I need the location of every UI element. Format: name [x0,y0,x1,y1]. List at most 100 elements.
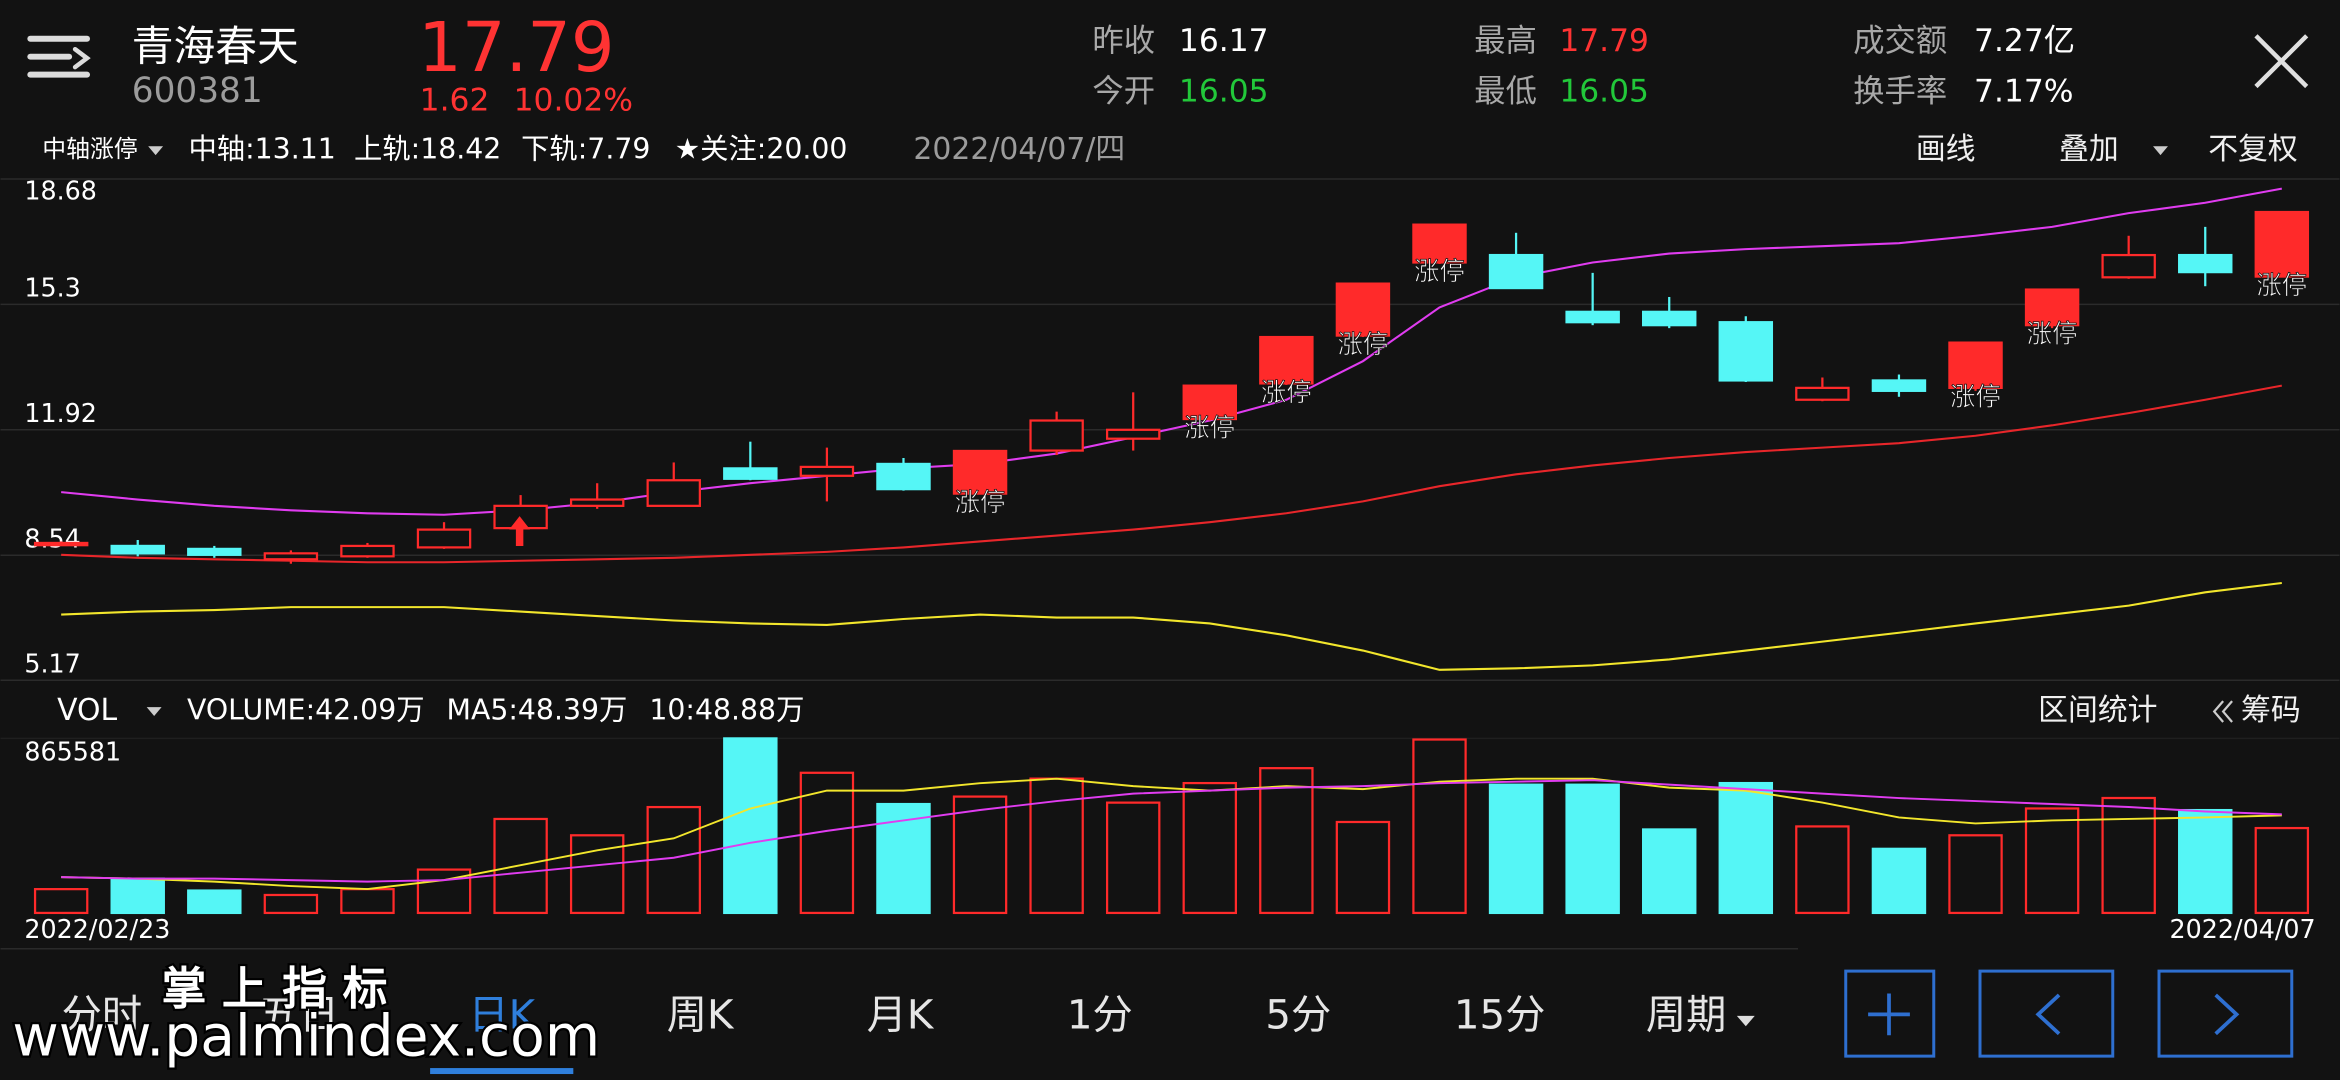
tab[interactable]: 15分 [1454,992,1546,1038]
candle-body [723,467,778,480]
volume-bar [799,771,855,915]
candle-body [1565,310,1620,324]
stock-code: 600381 [132,71,263,111]
x-tick-label: 2022/02/23 [24,914,170,944]
stat-value: 17.79 [1559,23,1649,59]
candle-body [33,541,89,547]
x-tick-label: 2022/04/07 [2170,914,2316,944]
band-line [61,187,2283,516]
stat-label: 换手率 [1853,73,1947,109]
candle-body [187,547,242,556]
prev-button[interactable] [1978,969,2115,1058]
watermark-url: www.palmindex.com [12,1003,600,1069]
legend-item: 中轴:13.11 [188,133,335,166]
candle-body [1948,341,2003,389]
tool-button[interactable]: 不复权 [2208,132,2297,167]
candle-body [2178,253,2233,274]
stat-label: 昨收 [1092,23,1155,59]
volume-bar [1105,801,1161,915]
y-tick-label: 8.54 [24,523,80,553]
candle-body [1488,253,1544,290]
volume-bar [1642,828,1697,915]
chevron-icon [2212,700,2233,723]
tool-button[interactable]: 画线 [1916,132,1976,167]
tool-button[interactable]: 区间统计 [2038,693,2157,728]
candle-body [2254,210,2310,278]
signal-arrow [509,516,531,546]
candle-body [263,552,319,561]
change: 1.62 [420,82,490,118]
plot-area: 5.17 8.54 11.92 15.3 18.68 2022/02/23 2022/04/… [0,133,2340,944]
candle-body [569,498,625,507]
volume-bar [1565,783,1620,915]
candle-body [1029,419,1084,452]
price: 17.79 [418,8,614,88]
candle-body [1871,379,1927,392]
y-tick-label: 5.17 [24,648,80,678]
ma-line [61,779,2282,883]
stat-label: 成交额 [1853,23,1947,59]
tab[interactable]: 周K [667,992,735,1038]
volume-bar [1412,738,1467,915]
tab[interactable]: 分时 [62,992,143,1038]
add-button[interactable] [1844,969,1936,1058]
volume-bar [340,888,395,915]
stat-label: 最高 [1474,23,1537,59]
stat-value: 7.17% [1974,73,2073,109]
legend-item: 上轨:18.42 [354,133,501,166]
next-button[interactable] [2157,969,2294,1058]
limit-label: 涨停 [1950,381,2001,411]
limit-label: 涨停 [955,487,1006,517]
legend-item: MA5:48.39万 [447,694,628,727]
limit-label: 涨停 [1338,329,1389,359]
volume-bar [1795,825,1850,915]
y-tick-label: 18.68 [24,175,97,205]
stock-name: 青海春天 [132,22,299,71]
dropdown-icon [2153,146,2168,156]
y-tick-label: 15.3 [24,272,80,302]
tab[interactable]: 月K [867,992,935,1038]
limit-label: 涨停 [1414,256,1465,286]
volume-bar [1871,847,1927,915]
candle-body [2101,253,2156,279]
volume-bar [1182,781,1238,915]
volume-bar [2178,808,2233,915]
candle-body [1642,310,1697,327]
dropdown-icon [1736,1015,1755,1027]
tab[interactable]: 五日 [259,992,340,1038]
stat-label: 最低 [1474,73,1537,109]
watermark-title: 掌 上 指 标 [162,962,388,1015]
tab-selected[interactable]: 日K [468,992,536,1038]
stat-value: 7.27亿 [1974,23,2075,59]
tool-button[interactable]: 叠加 [2059,132,2119,167]
tab[interactable]: 1分 [1067,992,1133,1038]
volume-bar [1948,834,2003,915]
candle-body [646,479,701,507]
close-button[interactable] [2254,34,2309,89]
menu-button[interactable] [27,35,91,78]
indicator-name[interactable]: VOL [57,693,117,728]
note: ★关注:20.00 [675,133,848,166]
tool-button[interactable]: 筹码 [2241,693,2301,728]
y-tick-label: 865581 [24,736,121,766]
limit-label: 涨停 [1184,412,1235,442]
legend-item: 10:48.88万 [649,694,804,727]
volume-bar [2024,807,2080,915]
band-line [61,384,2283,564]
candle-body [1795,386,1850,401]
stat-label: 今开 [1092,73,1155,109]
volume-bar [1488,783,1544,915]
candle-body [952,449,1008,495]
volume-bar [1718,781,1774,915]
indicator-name[interactable]: 中轴涨停 [42,135,137,163]
volume-bar [952,795,1008,915]
candle-body [1182,384,1238,421]
volume-bar [110,877,165,915]
change-pct: 10.02% [514,82,633,118]
tab[interactable]: 5分 [1265,992,1331,1038]
ma-line [61,777,2282,891]
tab[interactable]: 周期 [1646,992,1727,1038]
